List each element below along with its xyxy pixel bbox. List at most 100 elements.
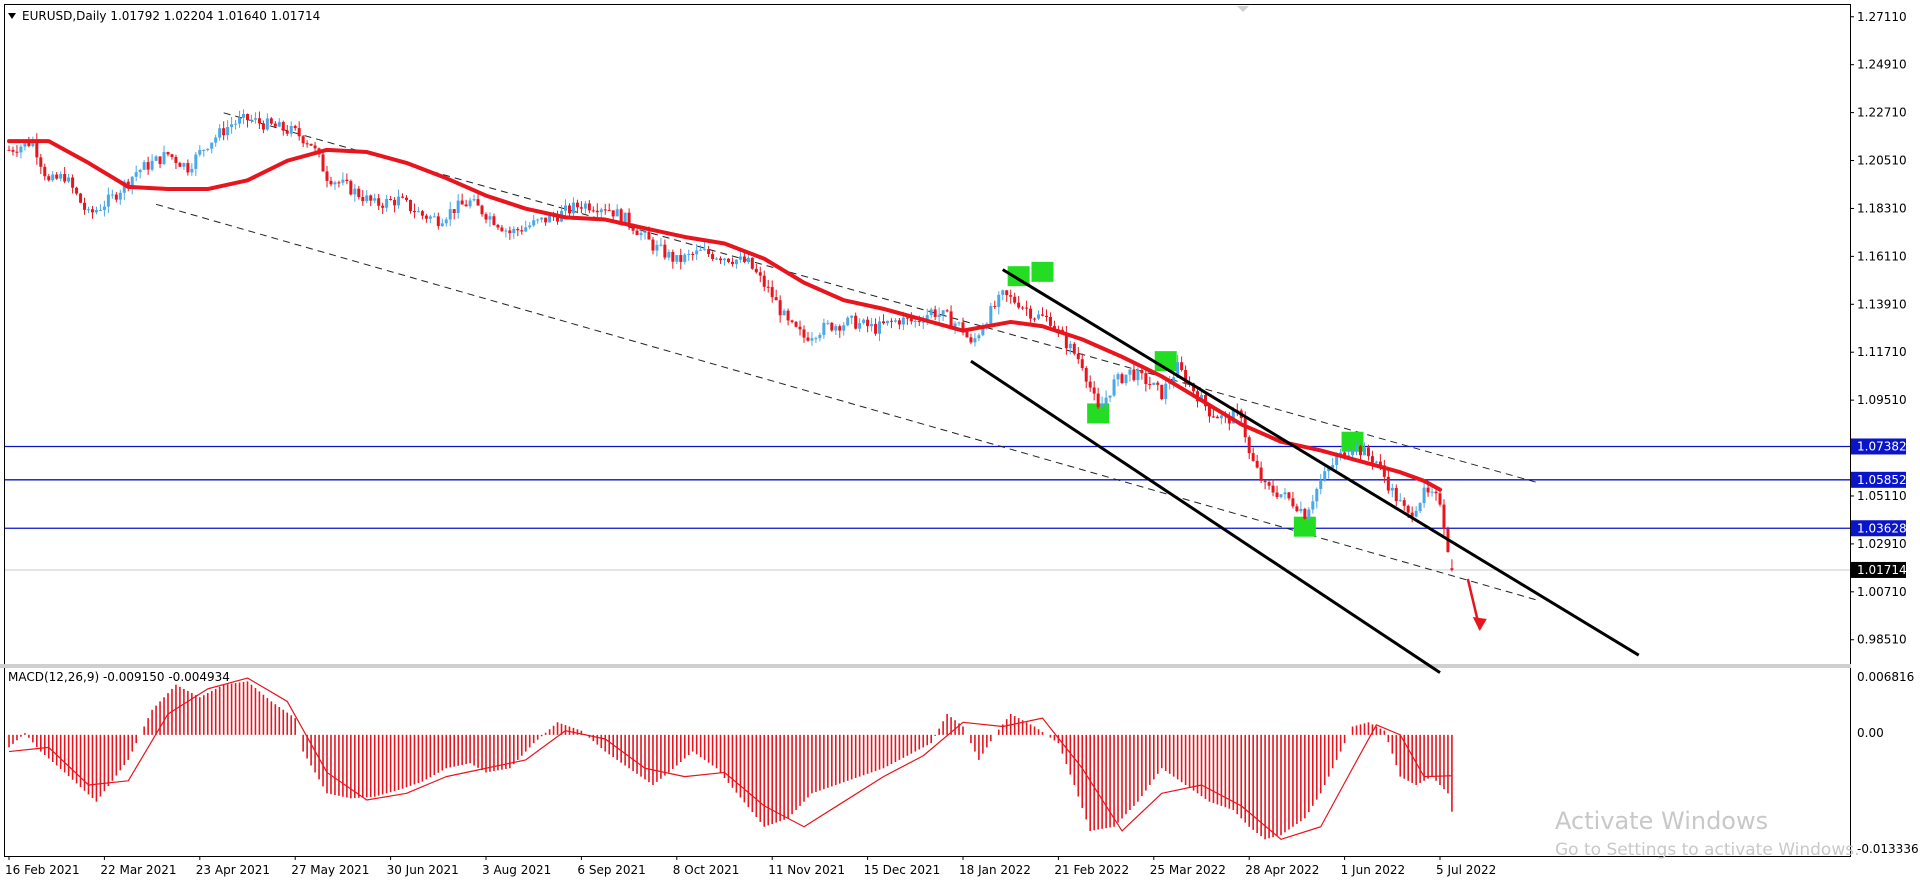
bull-candle (548, 215, 552, 223)
bear-candle (297, 128, 301, 137)
bear-candle (222, 128, 226, 136)
bull-candle (1100, 404, 1104, 408)
bear-candle (1215, 416, 1219, 419)
bull-candle (504, 230, 508, 232)
bull-candle (977, 335, 981, 339)
bear-candle (707, 249, 711, 255)
bull-candle (1362, 447, 1366, 456)
bull-candle (238, 117, 242, 124)
bear-candle (1378, 461, 1382, 466)
bull-candle (738, 256, 742, 260)
bear-candle (671, 251, 675, 262)
bull-candle (878, 321, 882, 334)
bear-candle (1033, 318, 1037, 320)
price-chart[interactable] (5, 109, 1850, 674)
bear-candle (389, 198, 393, 200)
bear-candle (520, 230, 524, 232)
solid-channel-line[interactable] (970, 359, 1441, 674)
level-price-label: 1.07382 (1857, 439, 1907, 453)
bear-candle (1303, 508, 1307, 519)
bull-candle (1128, 369, 1132, 375)
bull-candle (1355, 446, 1359, 452)
bull-candle (1164, 383, 1168, 399)
date-tick-label: 3 Aug 2021 (482, 863, 551, 877)
date-tick-label: 18 Jan 2022 (959, 863, 1031, 877)
bull-candle (1108, 395, 1112, 398)
bear-candle (969, 337, 973, 343)
bear-candle (1386, 476, 1390, 491)
collapse-triangle-icon[interactable] (8, 13, 16, 19)
bear-candle (1029, 308, 1033, 319)
bull-candle (937, 314, 941, 317)
bear-candle (158, 156, 162, 165)
bear-candle (663, 244, 667, 258)
bear-candle (269, 118, 273, 124)
bull-candle (1001, 290, 1005, 295)
bear-candle (496, 224, 500, 228)
bear-candle (11, 149, 15, 152)
bull-candle (818, 334, 822, 339)
symbol-header: EURUSD,Daily 1.01792 1.02204 1.01640 1.0… (22, 9, 320, 23)
bear-candle (1064, 332, 1068, 349)
bull-candle (102, 206, 106, 210)
date-tick-label: 23 Apr 2021 (196, 863, 270, 877)
bull-candle (150, 160, 154, 170)
bear-candle (55, 174, 59, 179)
panel-splitter[interactable] (0, 664, 1851, 668)
price-tick-label: 1.02910 (1857, 537, 1907, 551)
bear-candle (1263, 480, 1267, 483)
bear-candle (774, 297, 778, 301)
bear-candle (1160, 384, 1164, 399)
current-price-badge (1851, 561, 1906, 578)
price-tick-label: 1.13910 (1857, 297, 1907, 311)
level-price-badge (1851, 438, 1906, 455)
bear-candle (1255, 460, 1259, 468)
bear-candle (1287, 492, 1291, 499)
bull-candle (98, 209, 102, 211)
bear-candle (993, 306, 997, 308)
bull-candle (1331, 465, 1335, 469)
bear-candle (1096, 393, 1100, 408)
price-tick-label: 1.22710 (1857, 106, 1907, 120)
price-tick-label: 1.18310 (1857, 201, 1907, 215)
bear-candle (647, 231, 651, 240)
bear-candle (166, 152, 170, 155)
bear-candle (897, 320, 901, 325)
bull-candle (397, 196, 401, 206)
macd-ytick: -0.013336 (1857, 842, 1919, 856)
bull-candle (341, 179, 345, 183)
solid-channel-line[interactable] (1001, 268, 1640, 657)
bear-candle (357, 188, 361, 198)
bear-candle (1080, 359, 1084, 369)
macd-chart[interactable] (8, 677, 1453, 840)
scroll-marker-icon[interactable] (1237, 6, 1249, 12)
bull-candle (51, 174, 55, 181)
price-panel-frame (4, 4, 1851, 666)
dashed-channel-line[interactable] (155, 203, 1540, 602)
bear-candle (1394, 487, 1398, 502)
bull-candle (472, 199, 476, 201)
bear-candle (1092, 387, 1096, 394)
price-tick-label: 1.05110 (1857, 489, 1907, 503)
bear-candle (1251, 453, 1255, 461)
bear-candle (790, 320, 794, 322)
bear-candle (961, 322, 965, 332)
bear-candle (1370, 456, 1374, 463)
bear-candle (178, 162, 182, 167)
bear-candle (1076, 353, 1080, 360)
bull-candle (134, 172, 138, 177)
bear-candle (567, 205, 571, 214)
bull-candle (850, 315, 854, 318)
bear-candle (1275, 492, 1279, 498)
bull-candle (901, 317, 905, 325)
bear-candle (63, 174, 67, 182)
moving-average-line[interactable] (7, 139, 1442, 492)
bear-candle (1426, 487, 1430, 493)
bull-candle (524, 227, 528, 232)
bear-candle (874, 323, 878, 334)
bull-candle (265, 118, 269, 130)
bear-candle (758, 272, 762, 276)
bear-candle (1048, 316, 1052, 326)
bull-candle (810, 338, 814, 341)
